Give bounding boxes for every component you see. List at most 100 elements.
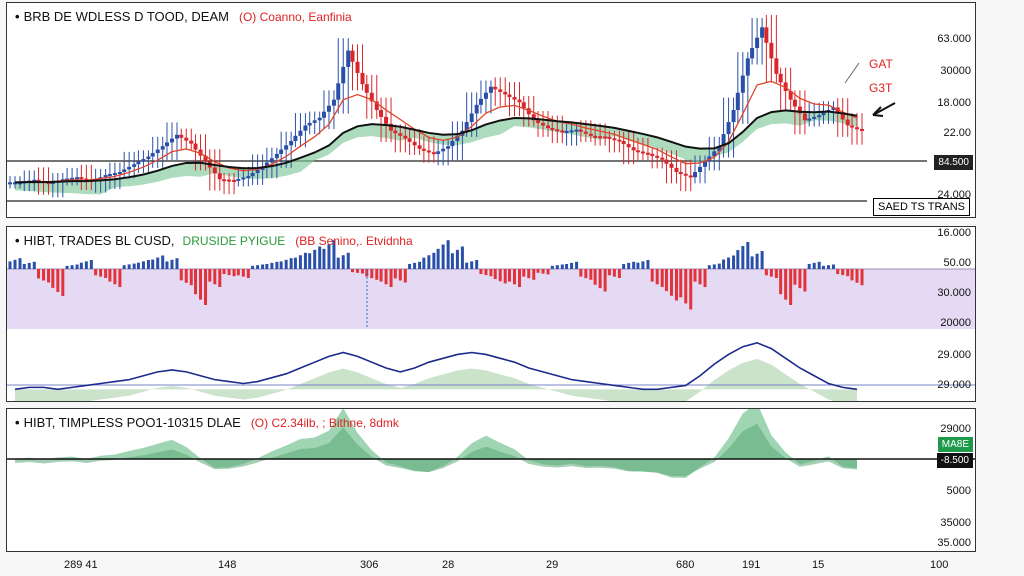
volume-bar <box>13 259 17 269</box>
candle <box>46 182 51 185</box>
volume-bar <box>70 265 74 269</box>
volume-bar <box>346 252 350 269</box>
candle <box>350 50 355 62</box>
candle <box>488 86 493 93</box>
candle <box>446 146 451 149</box>
volume-bar <box>669 269 673 296</box>
volume-bar <box>79 262 83 269</box>
arrow-head-icon <box>872 106 884 117</box>
candle <box>136 161 141 165</box>
volume-bar <box>475 260 479 269</box>
candle <box>264 162 269 167</box>
volume-bar <box>265 263 269 269</box>
candle <box>160 146 165 150</box>
candle <box>293 135 298 141</box>
candle <box>521 102 526 109</box>
candle <box>117 172 122 174</box>
candle <box>255 169 260 174</box>
oscillator-chart-svg[interactable] <box>7 409 975 551</box>
volume-bar <box>512 269 516 285</box>
candle <box>289 141 294 146</box>
candle <box>374 101 379 110</box>
volume-bar <box>760 251 764 269</box>
candle <box>8 182 12 185</box>
candle <box>855 127 859 130</box>
x-axis: 289 41 148 306 28 29 680 191 15 100 <box>6 556 976 576</box>
volume-bar <box>118 269 122 287</box>
oscillator-panel-title-row: • HIBT, TIMPLESS POO1-10315 DLAE (O) C2.34… <box>15 415 399 430</box>
volume-bar <box>664 269 668 292</box>
volume-bar <box>418 261 422 269</box>
x-tick: 191 <box>742 559 761 571</box>
volume-bar <box>136 262 140 269</box>
volume-bar <box>51 269 55 288</box>
volume-bar <box>764 269 768 276</box>
volume-bar <box>75 264 79 269</box>
volume-bar <box>84 261 88 269</box>
y-tick: 16.000 <box>937 227 971 239</box>
x-tick: 306 <box>360 559 379 571</box>
volume-panel-green-label: DRUSIDE PYIGUE <box>182 234 286 248</box>
volume-bar <box>660 269 664 287</box>
candle <box>412 141 417 146</box>
candle <box>174 134 179 139</box>
pointer-line <box>844 62 860 84</box>
volume-bar <box>37 269 41 279</box>
candle <box>455 135 460 141</box>
candle <box>721 134 726 147</box>
candle <box>398 133 403 136</box>
volume-bar <box>575 261 579 269</box>
candle <box>379 110 384 117</box>
volume-bar <box>165 261 169 269</box>
candle <box>621 141 626 145</box>
volume-bar <box>803 269 807 292</box>
candle <box>393 130 398 134</box>
oscillator-panel[interactable]: • HIBT, TIMPLESS POO1-10315 DLAE (O) C2.34… <box>6 408 976 552</box>
price-panel[interactable]: • BRB DE WDLESS D TOOD, DEAM (O) Coanno, E… <box>6 2 976 218</box>
x-tick: 289 41 <box>64 559 98 571</box>
volume-bar <box>146 260 150 269</box>
volume-bar <box>479 269 483 275</box>
volume-bar <box>465 262 469 269</box>
volume-bar <box>413 262 417 269</box>
price-chart-svg[interactable] <box>7 3 975 217</box>
volume-bar <box>455 249 459 269</box>
oscillator-line <box>14 341 858 391</box>
candle <box>421 148 426 151</box>
volume-bar <box>379 269 383 282</box>
volume-bar <box>646 260 650 269</box>
volume-bar <box>113 269 117 285</box>
volume-bar <box>607 269 611 276</box>
volume-bar <box>817 261 821 269</box>
volume-bar <box>436 248 440 269</box>
candle <box>503 91 508 95</box>
candle <box>807 118 812 121</box>
candle <box>75 177 80 180</box>
volume-chart-svg[interactable] <box>7 227 975 401</box>
y-tick: 20000 <box>940 317 971 329</box>
volume-panel[interactable]: • HIBT, TRADES BL CUSD, DRUSIDE PYIGUE (BB … <box>6 226 976 402</box>
candle <box>450 141 455 147</box>
candle <box>132 164 137 167</box>
volume-bar <box>89 260 93 269</box>
candle <box>189 140 194 144</box>
volume-bar <box>151 259 155 269</box>
volume-bar <box>327 244 331 269</box>
volume-bar <box>261 264 265 269</box>
candle <box>331 99 336 106</box>
volume-bar <box>241 269 245 277</box>
volume-bar <box>189 269 193 286</box>
volume-bar <box>132 263 136 269</box>
volume-bar <box>565 263 569 269</box>
volume-bar <box>356 269 360 273</box>
candle <box>574 129 579 132</box>
candle <box>112 173 117 176</box>
volume-bar <box>27 262 31 269</box>
candle <box>631 147 636 151</box>
candle <box>321 111 326 118</box>
candle <box>441 148 446 152</box>
candle <box>122 169 127 172</box>
candle <box>755 37 760 48</box>
oscillator-area <box>15 358 857 401</box>
candle <box>307 122 312 126</box>
